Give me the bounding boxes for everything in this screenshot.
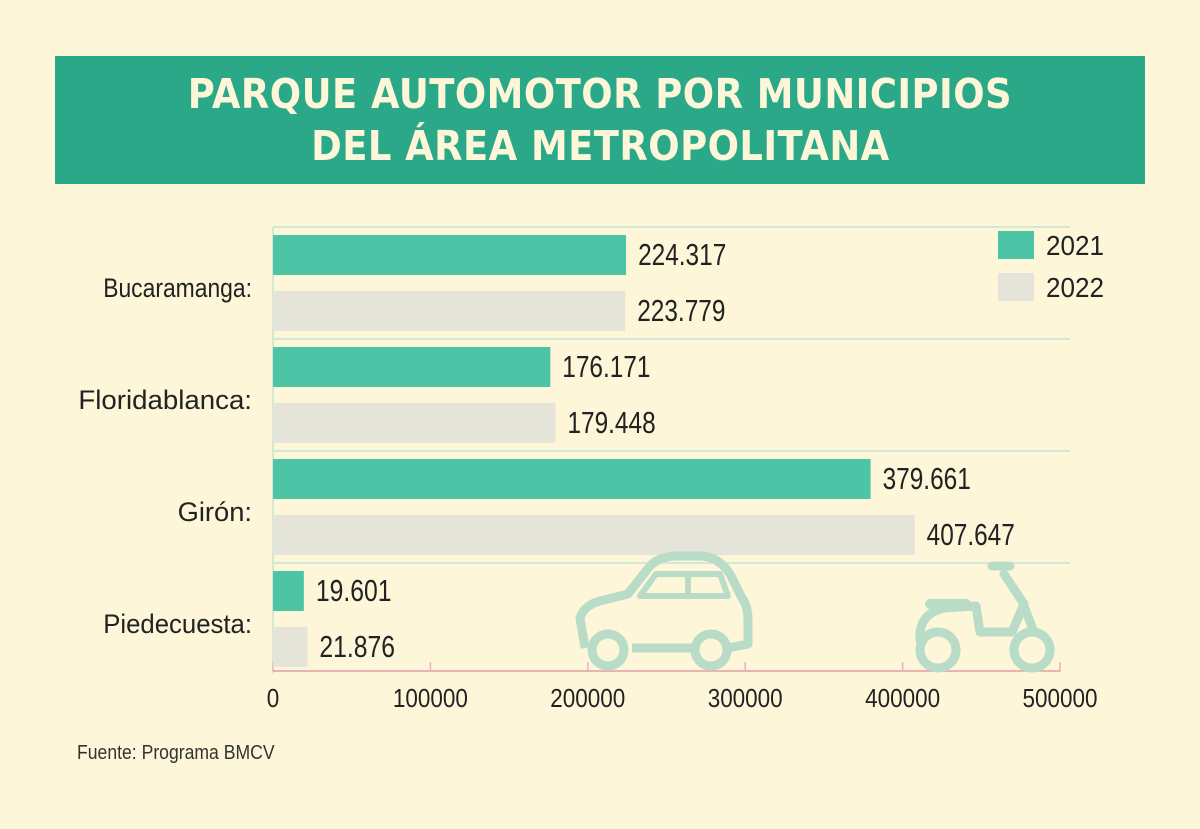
chart-title-line-2: DEL ÁREA METROPOLITANA — [310, 122, 890, 170]
legend-label: 2022 — [1046, 272, 1104, 303]
bar-2022 — [273, 403, 556, 443]
x-tick-label: 100000 — [393, 683, 468, 713]
scooter-icon — [915, 561, 1055, 673]
chart-title-line-1: PARQUE AUTOMOTOR POR MUNICIPIOS — [187, 70, 1013, 118]
bar-2022 — [273, 515, 915, 555]
source-note: Fuente: Programa BMCV — [77, 742, 275, 764]
data-label: 21.876 — [319, 629, 395, 664]
title-banner: PARQUE AUTOMOTOR POR MUNICIPIOS DEL ÁREA… — [55, 56, 1145, 184]
bar-2021 — [273, 235, 627, 275]
legend-label: 2021 — [1046, 230, 1104, 261]
category-label: Girón: — [178, 497, 252, 527]
bar-2021 — [273, 347, 551, 387]
x-tick-label: 400000 — [865, 683, 940, 713]
x-tick-label: 0 — [267, 683, 280, 713]
x-tick-label: 300000 — [708, 683, 783, 713]
car-icon — [575, 551, 753, 671]
category-label: Piedecuesta: — [103, 609, 252, 639]
data-label: 176.171 — [562, 349, 650, 384]
bar-2021 — [273, 459, 871, 499]
data-label: 179.448 — [567, 405, 655, 440]
data-label: 407.647 — [927, 517, 1015, 552]
data-label: 223.779 — [637, 293, 725, 328]
bar-2022 — [273, 291, 626, 331]
category-label: Floridablanca: — [78, 385, 252, 415]
data-label: 224.317 — [638, 237, 726, 272]
category-label: Bucaramanga: — [103, 273, 252, 303]
legend-swatch-2022 — [998, 273, 1034, 301]
data-label: 19.601 — [316, 573, 392, 608]
bar-2022 — [273, 627, 308, 667]
x-tick-label: 500000 — [1023, 683, 1098, 713]
x-tick-label: 200000 — [550, 683, 625, 713]
legend-swatch-2021 — [998, 231, 1034, 259]
data-label: 379.661 — [883, 461, 971, 496]
bar-2021 — [273, 571, 304, 611]
